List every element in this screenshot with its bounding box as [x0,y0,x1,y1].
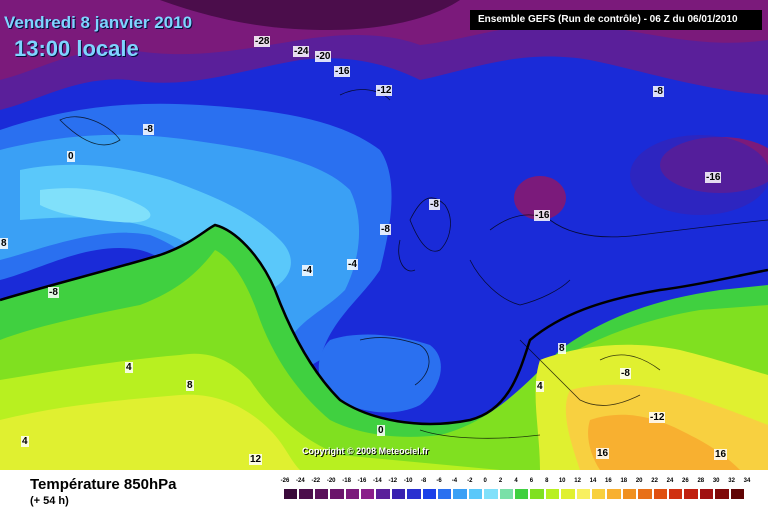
legend-swatch [652,488,668,500]
isotherm-label: 0 [67,151,75,162]
isotherm-label: 16 [596,448,610,459]
isotherm-label: 8 [558,343,566,354]
legend-tick-label: -16 [357,478,367,484]
legend-tick-label: -22 [311,478,321,484]
copyright-notice: Copyright © 2008 Meteociel.fr [302,446,429,456]
isotherm-label: -8 [429,199,440,210]
legend-swatch [437,488,453,500]
legend-tick-label: 0 [483,478,487,484]
legend-tick-label: 16 [605,478,612,484]
legend-swatch [421,488,437,500]
legend-tick-label: 4 [514,478,518,484]
legend-swatch [313,488,330,500]
legend-swatch [283,488,299,500]
legend-swatch [698,488,715,500]
isotherm-label: -8 [620,368,631,379]
temperature-map: Vendredi 8 janvier 2010 13:00 locale Ens… [0,0,768,470]
isotherm-label: 4 [536,381,544,392]
isotherm-label: -28 [254,36,271,47]
isotherm-label: 4 [21,436,29,447]
legend-tick-label: 12 [574,478,581,484]
variable-title: Température 850hPa [30,476,177,493]
legend-swatch [714,488,730,500]
legend-tick-label: -8 [420,478,427,484]
isotherm-label: 8 [0,238,8,249]
legend-swatch [483,488,499,500]
legend-tick-label: 30 [712,478,720,484]
legend-tick-label: 34 [743,478,751,484]
legend-tick-label: -6 [436,478,442,484]
forecast-date: Vendredi 8 janvier 2010 [4,13,193,32]
legend-swatch [344,488,360,500]
legend-swatch [498,488,514,500]
legend-swatch [683,488,699,500]
legend-tick-label: -2 [467,478,473,484]
legend-tick-label: 24 [666,478,674,484]
legend-swatch [591,488,607,500]
legend-tick-label: -4 [451,478,458,484]
legend-swatch [621,488,638,500]
isotherm-label: -4 [302,265,313,276]
legend-swatch [375,488,391,500]
legend-swatch [575,488,591,500]
isotherm-label: -4 [347,259,358,270]
legend-tick-label: 10 [558,478,566,484]
legend-swatch [390,488,407,500]
legend-tick-label: -12 [388,478,398,484]
map-footer: Température 850hPa (+ 54 h) -26 -24 -22 -20… [0,470,768,512]
legend-swatch [514,488,530,500]
legend-swatch [544,488,561,500]
legend-swatch [606,488,622,500]
isotherm-label: -16 [334,66,351,77]
legend-tick-label: 14 [589,478,597,484]
legend-swatch [467,488,484,500]
legend-tick-label: 22 [651,478,658,484]
legend-swatch [360,488,376,500]
lead-time: (+ 54 h) [30,495,69,507]
legend-swatch [406,488,422,500]
forecast-time: 13:00 locale [14,36,139,61]
legend-tick-label: 26 [682,478,689,484]
isotherm-label: 4 [125,362,133,373]
isotherm-label: -8 [48,287,59,298]
map-graphic [0,0,768,470]
legend-tick-label: -24 [296,478,305,484]
legend-swatch [529,488,545,500]
legend-swatch [329,488,345,500]
isotherm-label: 8 [186,380,194,391]
isotherm-label: -8 [380,224,391,235]
legend-tick-label: 32 [728,478,735,484]
isotherm-label: 12 [249,454,263,465]
isotherm-label: -16 [534,210,551,221]
legend-tick-label: -20 [326,478,336,484]
legend-tick-label: 6 [529,478,534,484]
legend-tick-label: -18 [342,478,351,484]
legend-tick-label: 8 [545,478,549,484]
legend-swatch [298,488,314,500]
isotherm-label: -24 [293,46,310,57]
isotherm-label: -16 [705,172,722,183]
isotherm-label: -8 [143,124,154,135]
isotherm-label: -8 [653,86,664,97]
legend-tick-label: 2 [498,478,503,484]
legend-swatch [560,488,576,500]
isotherm-label: 0 [377,425,385,436]
legend-tick-label: 18 [620,478,628,484]
legend-swatch [452,488,468,500]
legend-swatch [729,488,745,500]
legend-tick-label: 20 [635,478,643,484]
legend-swatch [668,488,684,500]
isotherm-label: -12 [376,85,393,96]
isotherm-label: 16 [714,449,728,460]
legend-tick-label: -26 [280,478,290,484]
run-info: Ensemble GEFS (Run de contrôle) - 06 Z d… [470,10,762,30]
legend-swatch [637,488,653,500]
legend-tick-label: 28 [697,478,705,484]
isotherm-label: -20 [315,51,332,62]
legend-tick-label: -10 [403,478,413,484]
isotherm-label: -12 [649,412,666,423]
legend-tick-label: -14 [373,478,382,484]
